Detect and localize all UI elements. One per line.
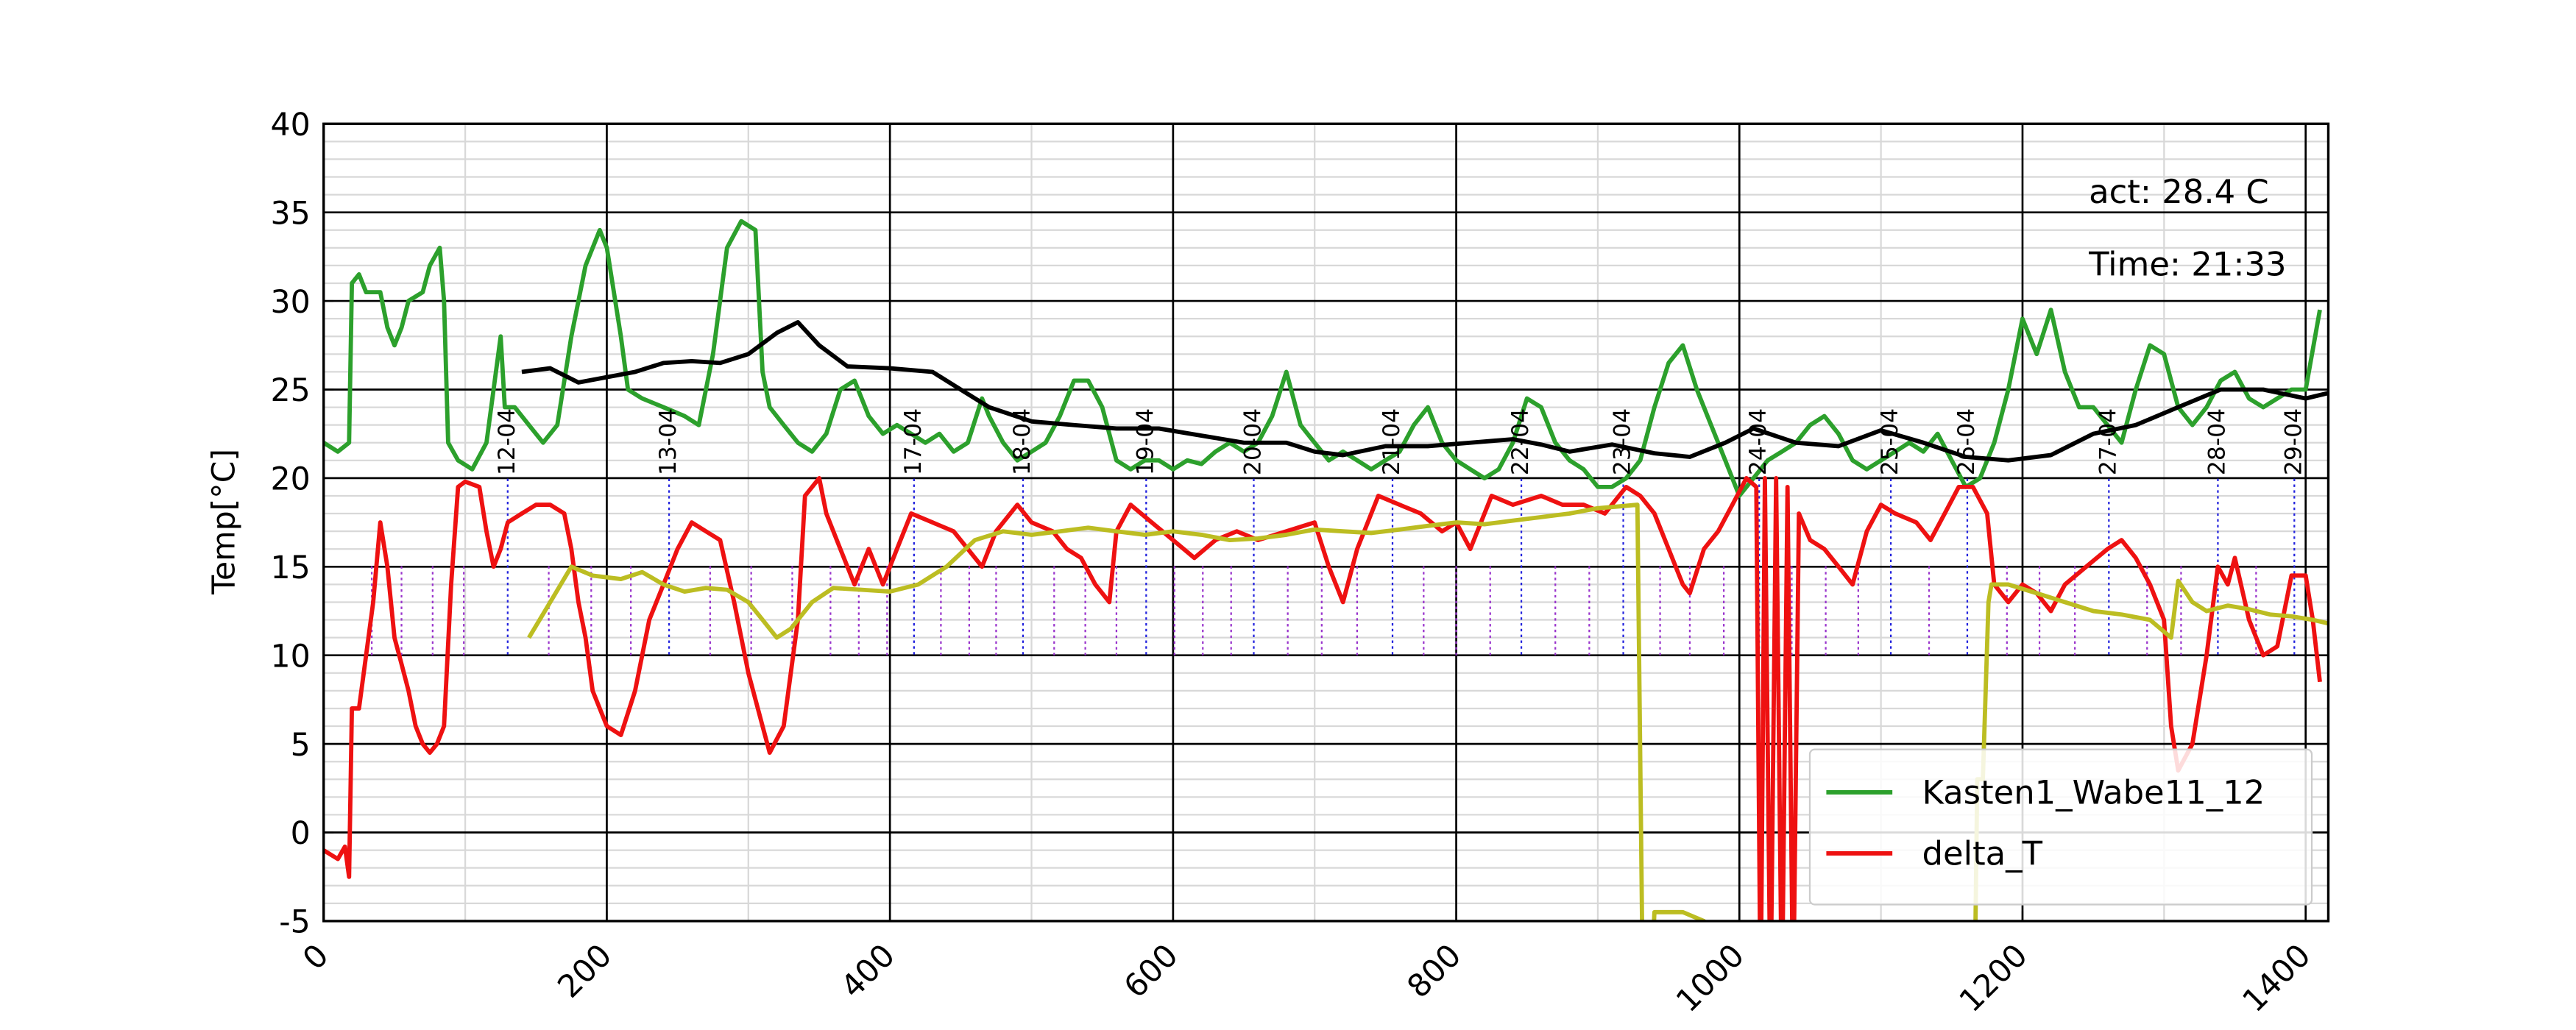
x-tick-label: 800 (1400, 937, 1468, 1006)
series-line (323, 476, 2322, 921)
y-tick-label: 30 (271, 284, 311, 321)
y-tick-label: 40 (271, 107, 311, 143)
y-tick-label: 25 (271, 372, 311, 409)
y-tick-label: 35 (271, 195, 311, 232)
date-label: 25-04 (1877, 408, 1903, 475)
x-tick-label: 200 (551, 937, 619, 1006)
y-tick-label: 10 (271, 638, 311, 675)
overlay-layer: 0 200 400 600 800 1000 1200 1400-50510152025303… (271, 107, 2330, 1020)
date-label: 28-04 (2204, 408, 2230, 475)
y-axis-label: Temp[°C] (206, 449, 243, 595)
series-line (521, 320, 2329, 463)
legend-label: Kasten1_Wabe11_12 (1922, 773, 2265, 812)
y-tick-label: 0 (291, 815, 311, 852)
x-tick-label: 1400 (2235, 937, 2318, 1020)
date-label: 22-04 (1507, 408, 1534, 475)
plot-frame (322, 122, 2330, 923)
series-line (323, 219, 2322, 498)
annotation: Time: 21:33 (2088, 245, 2286, 284)
plot-layer (323, 219, 2329, 921)
x-tick-label: 1200 (1953, 937, 2035, 1020)
date-label: 13-04 (655, 408, 682, 475)
x-tick-label: 0 (296, 937, 336, 978)
y-tick-label: -5 (279, 904, 311, 941)
date-label: 17-04 (900, 408, 927, 475)
date-label: 24-04 (1745, 408, 1772, 475)
legend-box (1808, 748, 2313, 906)
date-label: 19-04 (1132, 408, 1158, 475)
date-label: 12-04 (494, 408, 520, 475)
date-label: 23-04 (1610, 408, 1636, 475)
x-tick-label: 400 (834, 937, 902, 1006)
y-tick-label: 20 (271, 461, 311, 498)
date-label: 26-04 (1953, 408, 1980, 475)
x-tick-label: 1000 (1669, 937, 1752, 1020)
series-line (527, 502, 2329, 921)
x-tick-label: 600 (1117, 937, 1186, 1006)
date-label: 27-04 (2095, 408, 2121, 475)
annotation: act: 28.4 C (2089, 172, 2269, 211)
legend-label: delta_T (1922, 834, 2043, 873)
date-label: 20-04 (1239, 408, 1266, 475)
y-tick-label: 15 (271, 550, 311, 586)
date-label: 21-04 (1379, 408, 1405, 475)
date-label: 18-04 (1009, 408, 1036, 475)
date-label: 29-04 (2280, 408, 2307, 475)
y-tick-label: 5 (291, 727, 311, 764)
